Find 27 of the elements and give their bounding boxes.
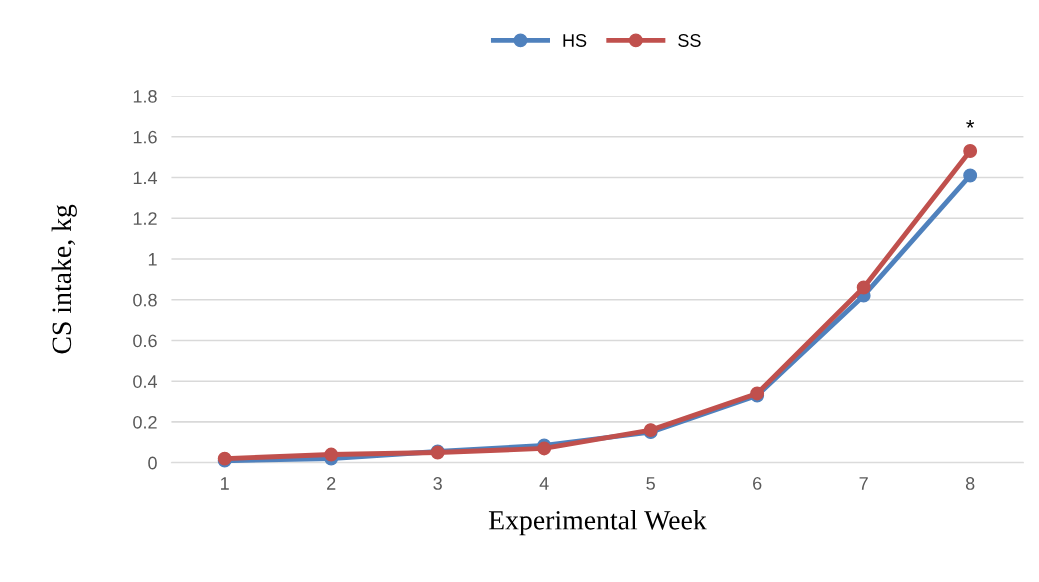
x-tick-label: 7 xyxy=(859,477,868,490)
legend-label: HS xyxy=(563,34,587,47)
y-tick-label: 1.8 xyxy=(133,89,157,103)
x-tick-label: 2 xyxy=(327,477,336,490)
y-tick-label: 0.4 xyxy=(133,375,158,388)
x-tick-label: 4 xyxy=(539,477,549,490)
annotation: * xyxy=(966,120,975,128)
y-axis-title: CS intake, kg xyxy=(51,204,77,354)
x-tick-label: 5 xyxy=(646,477,655,490)
point xyxy=(963,168,978,183)
y-tick-label: 0.6 xyxy=(133,334,157,348)
y-tick-label: 1.6 xyxy=(133,130,157,144)
y-tick-label: 0 xyxy=(148,456,157,470)
x-axis-title: Experimental Week xyxy=(488,510,707,536)
y-tick-label: 1.2 xyxy=(133,212,157,225)
legend-label: SS xyxy=(678,34,701,47)
point xyxy=(856,280,871,295)
x-tick-label: 3 xyxy=(433,477,442,490)
x-tick-label: 8 xyxy=(965,477,975,490)
x-tick-label: 1 xyxy=(221,477,229,490)
point xyxy=(324,447,339,462)
y-tick-label: 1.4 xyxy=(133,171,158,185)
y-tick-label: 0.8 xyxy=(133,293,157,307)
y-tick-label: 0.2 xyxy=(133,415,157,429)
y-tick-label: 1 xyxy=(148,253,157,266)
x-tick-label: 6 xyxy=(753,477,762,490)
point xyxy=(963,144,978,158)
